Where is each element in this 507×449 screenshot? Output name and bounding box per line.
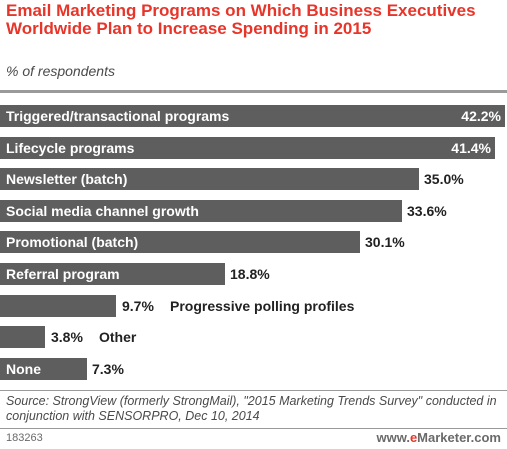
bar — [0, 295, 116, 317]
bar-chart: Triggered/transactional programs 42.2% Lif… — [0, 100, 507, 390]
bar-label: Promotional (batch) — [6, 234, 139, 250]
bar-value: 41.4% — [451, 140, 491, 156]
bar — [0, 263, 225, 285]
bar — [0, 105, 505, 127]
bar — [0, 358, 87, 380]
bar — [0, 326, 45, 348]
bar-value: 9.7% — [122, 298, 154, 314]
chart-subtitle: % of respondents — [6, 63, 115, 79]
brand-rest: Marketer.com — [417, 430, 501, 445]
bar — [0, 200, 402, 222]
bar-label: Lifecycle programs — [6, 140, 135, 156]
bar-value: 35.0% — [424, 171, 464, 187]
top-divider — [0, 90, 507, 93]
chart-id: 183263 — [6, 432, 43, 444]
chart-title: Email Marketing Programs on Which Busine… — [6, 1, 476, 38]
emarketer-logo: www.eMarketer.com — [376, 430, 501, 445]
source-divider — [0, 390, 507, 391]
bar — [0, 231, 360, 253]
bar — [0, 137, 495, 159]
bar-value: 7.3% — [92, 361, 124, 377]
bar-label: Triggered/transactional programs — [6, 108, 230, 124]
bar-label: Social media channel growth — [6, 203, 199, 219]
brand-prefix: www. — [376, 430, 410, 445]
bar-label: Referral program — [6, 266, 120, 282]
bar-label: None — [6, 361, 41, 377]
footer-divider — [0, 428, 507, 429]
bar-value: 3.8% — [51, 329, 83, 345]
bar-value: 30.1% — [365, 234, 405, 250]
source-note: Source: StrongView (formerly StrongMail)… — [6, 394, 497, 423]
bar-label: Progressive polling profiles — [170, 298, 355, 314]
bar-value: 42.2% — [461, 108, 501, 124]
bar — [0, 168, 419, 190]
brand-e: e — [409, 430, 418, 445]
bar-value: 33.6% — [407, 203, 447, 219]
bar-label: Other — [99, 329, 137, 345]
bar-label: Newsletter (batch) — [6, 171, 128, 187]
bar-value: 18.8% — [230, 266, 270, 282]
